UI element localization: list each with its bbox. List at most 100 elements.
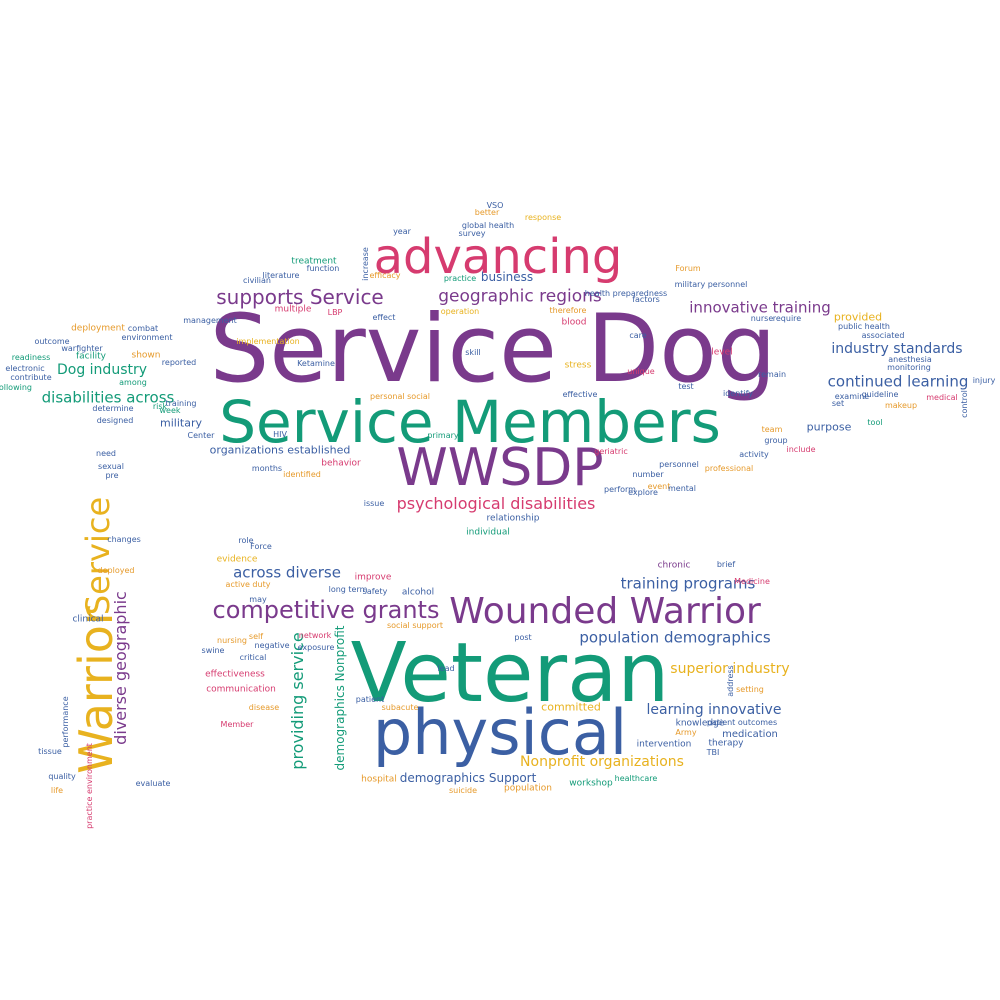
word-nonprofit-organizations: Nonprofit organizations: [520, 754, 684, 770]
word-pre: pre: [105, 471, 119, 480]
word-self: self: [248, 632, 264, 641]
word-factors: factors: [632, 295, 660, 304]
word-communication: communication: [206, 684, 276, 695]
word-suicide: suicide: [448, 786, 478, 795]
word-continued-learning: continued learning: [827, 372, 969, 391]
word-diverse-geographic: diverse geographic: [111, 591, 130, 745]
word-efficacy: efficacy: [369, 271, 401, 280]
word-role: role: [238, 536, 254, 545]
word-veteran: Veteran: [350, 626, 670, 721]
word-literature: literature: [262, 271, 300, 280]
word-lbp: LBP: [327, 308, 343, 317]
word-organizations-established: organizations established: [209, 443, 351, 457]
word-management: management: [183, 316, 237, 325]
word-electronic: electronic: [5, 364, 45, 373]
word-improve: improve: [354, 572, 392, 583]
word-intervention: intervention: [636, 739, 692, 750]
word-implementation: implementation: [236, 337, 300, 346]
word-safety: safety: [362, 587, 388, 596]
word-remain: remain: [757, 370, 787, 379]
word-forum: Forum: [675, 264, 701, 273]
word-blood: blood: [561, 317, 587, 328]
word-determine: determine: [92, 404, 134, 413]
word-changes: changes: [107, 535, 141, 544]
word-ketamine: Ketamine: [297, 359, 335, 368]
word-geriatric: geriatric: [594, 447, 628, 456]
word-demographics-support: demographics Support: [399, 771, 537, 785]
word-superior-industry: superior industry: [670, 661, 790, 677]
word-care: care: [629, 331, 647, 340]
word-industry-standards: industry standards: [831, 341, 963, 357]
word-evaluate: evaluate: [135, 779, 171, 788]
word-effective: effective: [562, 390, 598, 399]
word-practice: practice: [443, 274, 477, 283]
word-population-demographics: population demographics: [579, 628, 771, 647]
word-network: network: [298, 631, 332, 640]
word-issue: issue: [363, 499, 385, 508]
word-life: life: [50, 786, 64, 795]
word-following: following: [0, 383, 32, 392]
word-level: level: [711, 347, 733, 358]
word-primary: primary: [427, 431, 459, 440]
word-relationship: relationship: [486, 513, 540, 524]
word-purpose: purpose: [806, 420, 852, 434]
word-unique: unique: [627, 367, 655, 376]
word-demographics-nonprofit: demographics Nonprofit: [333, 625, 347, 771]
word-facility: facility: [76, 351, 106, 362]
word-alcohol: alcohol: [401, 587, 435, 598]
word-contribute: contribute: [10, 373, 52, 382]
word-dog-industry: Dog industry: [56, 362, 148, 378]
word-learning-innovative: learning innovative: [646, 702, 782, 718]
word-control: control: [960, 390, 969, 418]
word-knowledge: knowledge: [675, 718, 725, 729]
word-training: training: [165, 399, 197, 408]
word-survey: survey: [458, 229, 486, 238]
word-providing-service: providing service: [288, 632, 307, 770]
word-patient: patient: [355, 695, 385, 704]
word-center: Center: [187, 431, 215, 440]
word-guideline: guideline: [861, 390, 899, 399]
word-civilian: civilian: [243, 276, 271, 285]
word-need: need: [96, 449, 116, 458]
word-readiness: readiness: [11, 353, 51, 362]
word-therefore: therefore: [549, 306, 587, 315]
word-healthcare: healthcare: [614, 774, 658, 783]
word-address: address: [726, 665, 735, 697]
word-competitive-grants: competitive grants: [212, 596, 440, 624]
word-military: military: [160, 416, 202, 430]
word-makeup: makeup: [884, 401, 918, 410]
word-shown: shown: [131, 350, 161, 361]
word-force: Force: [250, 542, 272, 551]
word-service-dog: Service Dog: [209, 295, 777, 404]
word-risk: risk: [152, 402, 168, 411]
word-examine: examine: [834, 392, 870, 401]
word-swine: swine: [201, 646, 225, 655]
word-vso: VSO: [486, 201, 504, 210]
word-injury: injury: [972, 376, 996, 385]
word-committed: committed: [541, 700, 601, 714]
word-designed: designed: [96, 416, 134, 425]
word-setting: setting: [736, 685, 764, 694]
word-group: group: [764, 436, 788, 445]
word-deployed: deployed: [97, 566, 135, 575]
word-advancing: advancing: [373, 229, 623, 285]
word-service-members: Service Members: [219, 388, 721, 456]
word-effect: effect: [372, 313, 396, 322]
word-multiple: multiple: [274, 304, 312, 315]
word-response: response: [524, 213, 562, 222]
word-nursing: nursing: [217, 636, 247, 645]
word-lead: lead: [437, 664, 455, 673]
word-therapy: therapy: [708, 738, 744, 749]
word-evidence: evidence: [216, 554, 258, 565]
word-chronic: chronic: [657, 560, 691, 571]
word-tbi: TBI: [706, 748, 720, 757]
word-disease: disease: [248, 703, 280, 712]
word-personal-social: personal social: [370, 392, 430, 401]
word-months: months: [251, 464, 283, 473]
word-test: test: [678, 382, 694, 391]
word-training-programs: training programs: [620, 574, 756, 593]
word-provided: provided: [833, 310, 883, 324]
word-team: team: [761, 425, 783, 434]
word-performance: performance: [61, 696, 70, 748]
